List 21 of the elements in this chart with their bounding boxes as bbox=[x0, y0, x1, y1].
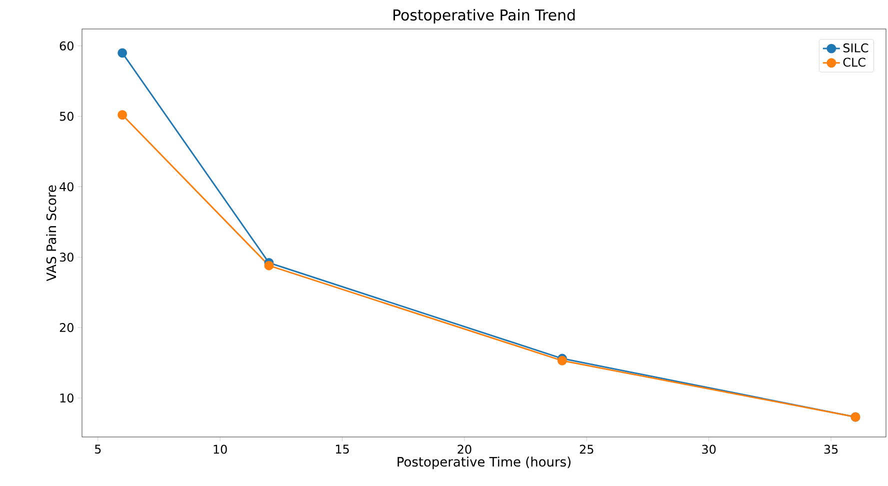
x-tick-label: 20 bbox=[458, 444, 472, 454]
x-tick-label: 15 bbox=[336, 444, 349, 454]
x-tick-label: 5 bbox=[95, 444, 101, 454]
y-axis-title: VAS Pain Score bbox=[46, 185, 56, 282]
x-axis-title: Postoperative Time (hours) bbox=[398, 456, 571, 470]
y-tick-label: 40 bbox=[60, 182, 74, 192]
point bbox=[118, 110, 128, 120]
x-tick-label: 30 bbox=[702, 444, 716, 454]
y-tick-label: 10 bbox=[60, 393, 74, 402]
legend-label: CLC bbox=[843, 58, 866, 67]
legend-label: SILC bbox=[843, 43, 868, 52]
x-tick-label: 35 bbox=[824, 444, 838, 454]
point bbox=[264, 260, 274, 270]
y-tick-label: 30 bbox=[60, 252, 74, 262]
y-tick-label: 20 bbox=[60, 323, 74, 332]
point bbox=[118, 48, 128, 58]
y-tick-label: 60 bbox=[60, 41, 74, 50]
x-tick-label: 25 bbox=[580, 444, 594, 454]
y-tick-label: 50 bbox=[60, 112, 74, 121]
chart-title: Postoperative Pain Trend bbox=[393, 9, 575, 24]
x-tick-label: 10 bbox=[214, 444, 227, 454]
